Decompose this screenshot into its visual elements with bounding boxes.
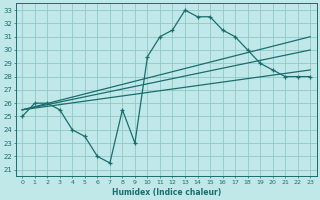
X-axis label: Humidex (Indice chaleur): Humidex (Indice chaleur) [112,188,221,197]
